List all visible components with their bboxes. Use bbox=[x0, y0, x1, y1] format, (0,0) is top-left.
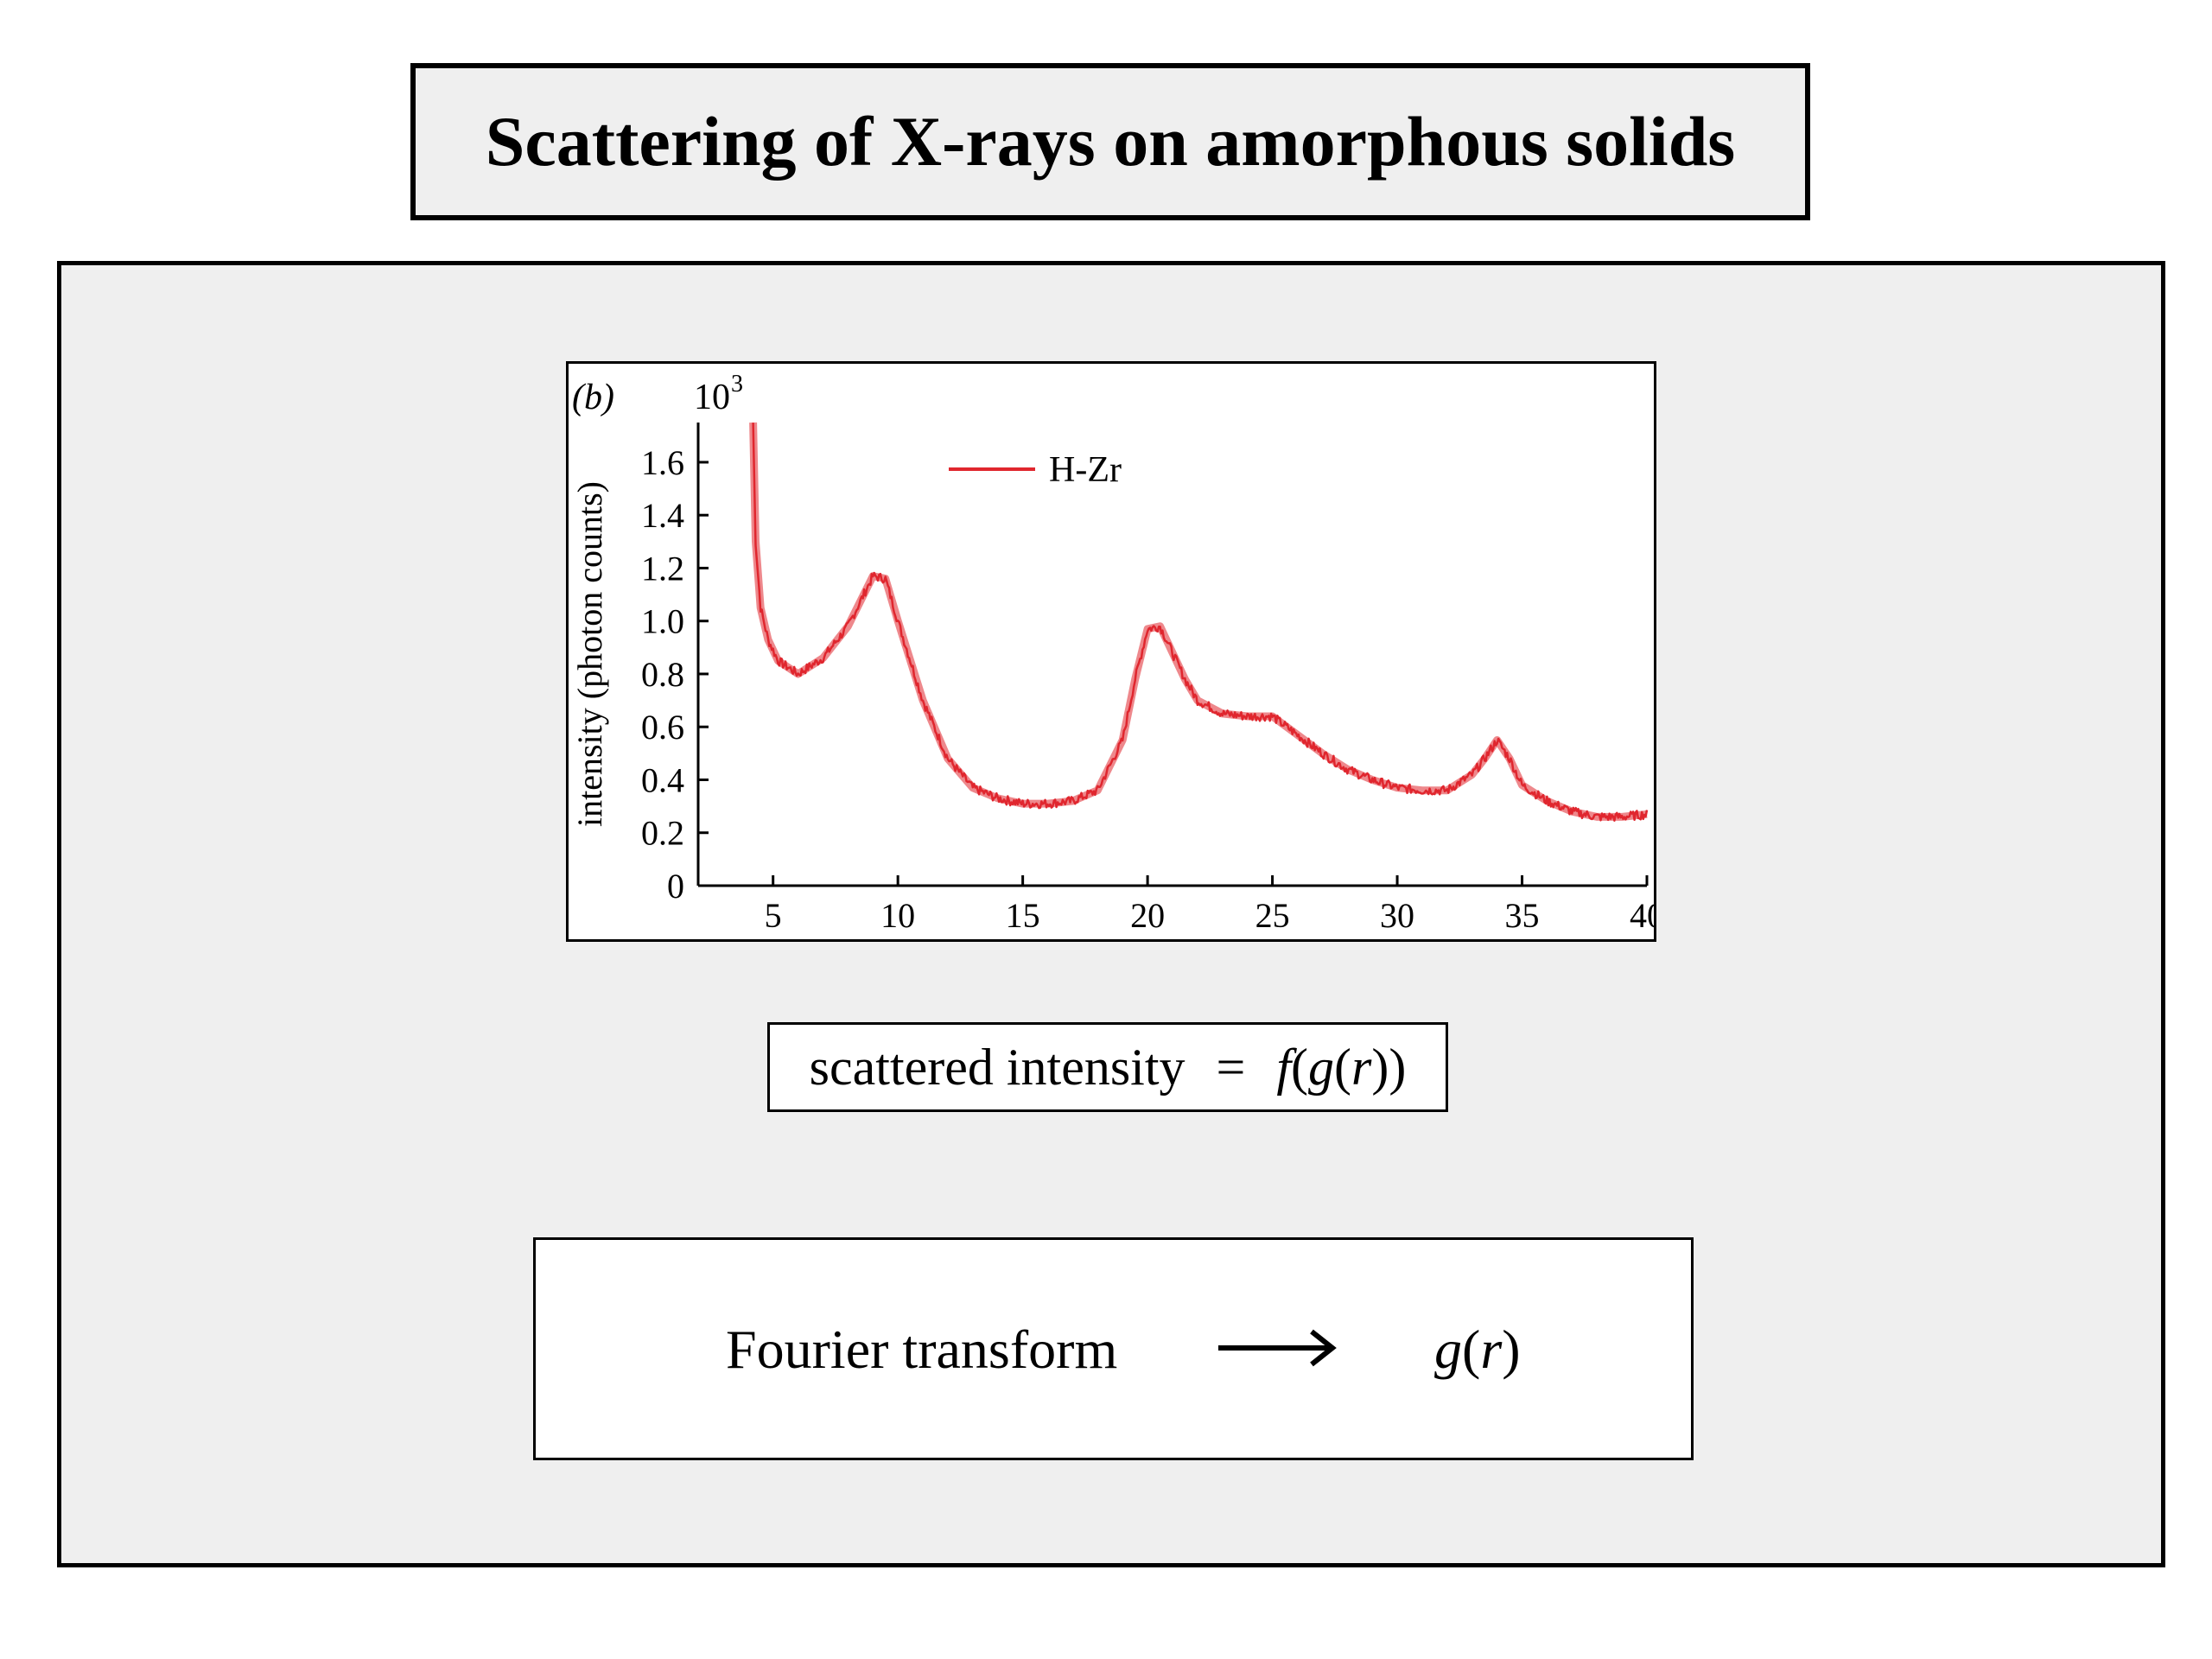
series-band-h-zr bbox=[749, 422, 1648, 821]
x-tick-label: 5 bbox=[765, 896, 782, 935]
fourier-result: g(r) bbox=[1434, 1318, 1521, 1382]
y-axis-label: intensity (photon counts) bbox=[570, 481, 609, 827]
y-tick-label: 1.4 bbox=[641, 496, 684, 535]
result-close: ) bbox=[1502, 1319, 1521, 1380]
fourier-label: Fourier transform bbox=[726, 1319, 1118, 1380]
x-tick-label: 10 bbox=[880, 896, 915, 935]
x-tick-label: 35 bbox=[1505, 896, 1540, 935]
formula-f: f bbox=[1276, 1038, 1292, 1096]
formula-open-inner: ( bbox=[1334, 1038, 1351, 1096]
x-tick-label: 40 bbox=[1630, 896, 1654, 935]
panel-label: (b) bbox=[572, 378, 614, 417]
y-tick-label: 0.2 bbox=[641, 814, 684, 853]
formula-lhs: scattered intensity bbox=[809, 1038, 1185, 1096]
y-tick-label: 0.4 bbox=[641, 760, 684, 799]
result-r: r bbox=[1480, 1319, 1503, 1380]
y-tick-label: 0.6 bbox=[641, 708, 684, 747]
formula-g: g bbox=[1308, 1038, 1335, 1096]
y-tick-label: 0 bbox=[667, 867, 684, 906]
formula-close: )) bbox=[1371, 1038, 1407, 1096]
series-line-h-zr bbox=[752, 423, 1649, 822]
y-tick-label: 0.8 bbox=[641, 655, 684, 694]
y-multiplier: 10 bbox=[694, 378, 730, 417]
right-arrow-icon bbox=[1218, 1329, 1337, 1367]
chart-svg: 0 0.2 0.4 0.6 0.8 1.0 1.2 1.4 1.6 5 10 15 20 25 30 35 40… bbox=[570, 371, 1654, 935]
formula-equals: = bbox=[1216, 1038, 1246, 1096]
y-tick-label: 1.0 bbox=[641, 602, 684, 641]
slide-title: Scattering of X-rays on amorphous solids bbox=[485, 102, 1736, 181]
result-g: g bbox=[1434, 1319, 1462, 1380]
slide-title-box: Scattering of X-rays on amorphous solids bbox=[410, 63, 1810, 220]
x-tick-label: 30 bbox=[1380, 896, 1414, 935]
fourier-box: Fourier transform g(r) bbox=[533, 1237, 1694, 1460]
formula-open: ( bbox=[1291, 1038, 1309, 1096]
formula-r: r bbox=[1351, 1038, 1372, 1096]
x-tick-label: 15 bbox=[1006, 896, 1040, 935]
legend-label-h-zr: H-Zr bbox=[1049, 450, 1122, 490]
y-tick-label: 1.6 bbox=[641, 443, 684, 482]
xrd-chart: 0 0.2 0.4 0.6 0.8 1.0 1.2 1.4 1.6 5 10 15 20 25 30 35 40… bbox=[566, 361, 1656, 942]
y-tick-label: 1.2 bbox=[641, 549, 684, 588]
result-open: ( bbox=[1462, 1319, 1481, 1380]
x-tick-label: 20 bbox=[1130, 896, 1165, 935]
x-tick-label: 25 bbox=[1255, 896, 1290, 935]
formula-box: scattered intensity = f(g(r)) bbox=[767, 1022, 1448, 1112]
y-multiplier-exponent: 3 bbox=[731, 371, 743, 397]
